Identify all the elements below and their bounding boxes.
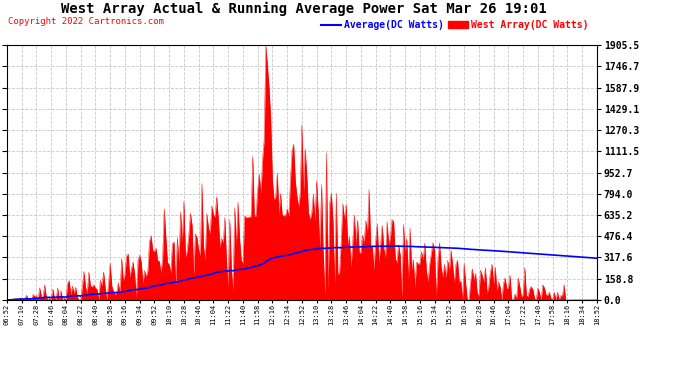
Legend: Average(DC Watts), West Array(DC Watts): Average(DC Watts), West Array(DC Watts) — [317, 16, 592, 34]
Text: West Array Actual & Running Average Power Sat Mar 26 19:01: West Array Actual & Running Average Powe… — [61, 2, 546, 16]
Text: Copyright 2022 Cartronics.com: Copyright 2022 Cartronics.com — [8, 17, 164, 26]
